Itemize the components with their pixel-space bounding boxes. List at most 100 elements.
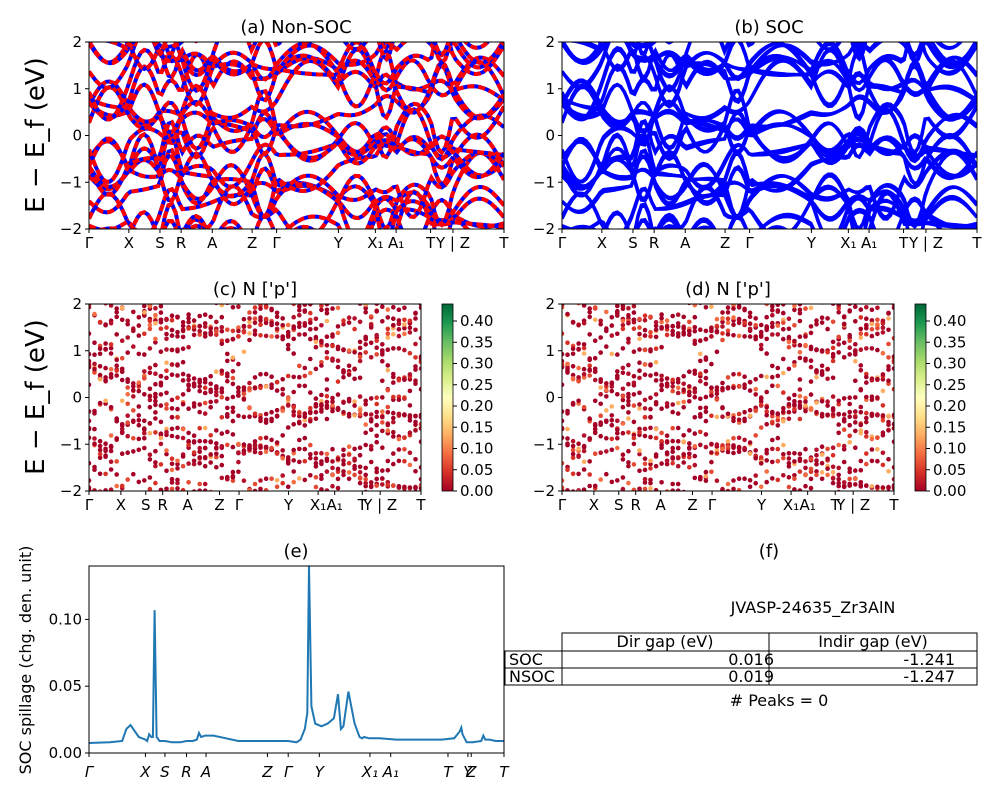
- projection-point: [131, 296, 136, 301]
- projection-point: [770, 410, 775, 416]
- projection-point: [576, 379, 581, 384]
- projection-point: [764, 336, 769, 342]
- projection-point: [407, 372, 413, 377]
- projection-point: [263, 316, 269, 322]
- projection-point: [413, 489, 418, 491]
- projection-point: [175, 395, 180, 401]
- projection-point: [308, 327, 313, 332]
- projection-point: [297, 528, 302, 533]
- projection-point: [158, 317, 164, 323]
- projection-point: [363, 334, 369, 340]
- projection-point: [748, 515, 753, 520]
- projection-point: [164, 390, 169, 396]
- projection-point: [92, 366, 97, 372]
- projection-point: [562, 478, 565, 483]
- projection-point: [670, 402, 675, 407]
- projection-point: [581, 366, 587, 372]
- projection-point: [164, 402, 169, 407]
- projection-point: [841, 322, 847, 327]
- projection-point: [297, 363, 302, 369]
- projection-point: [285, 484, 291, 490]
- projection-point: [214, 516, 219, 521]
- projection-point: [114, 259, 119, 264]
- projection-point: [869, 307, 875, 313]
- projection-point: [830, 412, 836, 417]
- projection-point: [748, 261, 753, 266]
- projection-point: [659, 377, 664, 383]
- projection-point: [87, 293, 92, 298]
- projection-point: [836, 305, 841, 311]
- projection-point: [609, 418, 615, 423]
- projection-point: [125, 298, 130, 303]
- projection-point: [565, 366, 570, 372]
- projection-point: [114, 314, 119, 320]
- projection-point: [725, 488, 731, 491]
- projection-point: [681, 374, 686, 379]
- projection-point: [781, 405, 786, 411]
- projection-point: [770, 304, 775, 309]
- panel-c-points: [87, 259, 421, 533]
- projection-point: [175, 362, 180, 367]
- projection-point: [764, 422, 769, 427]
- projection-point: [759, 268, 764, 273]
- projection-point: [747, 321, 753, 327]
- projection-point: [230, 369, 236, 374]
- kpath-tick-label: Γ: [745, 234, 754, 252]
- projection-point: [291, 405, 297, 410]
- ytick-label: −2: [533, 482, 555, 500]
- projection-point: [681, 399, 686, 405]
- projection-point: [247, 380, 252, 386]
- projection-point: [319, 264, 324, 269]
- projection-point: [408, 298, 413, 303]
- projection-point: [136, 422, 142, 428]
- projection-point: [247, 414, 252, 420]
- projection-point: [809, 525, 814, 530]
- projection-point: [814, 374, 819, 380]
- projection-point: [103, 454, 108, 460]
- projection-point: [341, 273, 346, 278]
- projection-point: [659, 387, 664, 393]
- projection-point: [186, 319, 191, 325]
- projection-point: [853, 395, 858, 400]
- projection-point: [236, 459, 241, 465]
- projection-point: [103, 446, 108, 452]
- projection-point: [620, 475, 626, 480]
- projection-point: [335, 485, 341, 491]
- projection-point: [208, 489, 213, 491]
- projection-point: [363, 465, 369, 471]
- projection-point: [391, 434, 396, 439]
- projection-point: [352, 366, 357, 372]
- projection-point: [186, 373, 191, 379]
- projection-point: [830, 476, 836, 481]
- projection-point: [565, 441, 570, 447]
- projection-point: [642, 415, 648, 420]
- projection-point: [687, 465, 692, 470]
- projection-point: [103, 347, 108, 352]
- projection-point: [562, 426, 565, 432]
- projection-point: [592, 366, 598, 372]
- projection-point: [164, 325, 169, 330]
- projection-point: [853, 296, 858, 301]
- projection-point: [880, 325, 886, 331]
- projection-point: [175, 425, 180, 431]
- projection-point: [214, 329, 219, 334]
- projection-point: [731, 436, 736, 441]
- projection-point: [347, 271, 352, 276]
- projection-point: [153, 402, 158, 408]
- projection-point: [836, 398, 841, 404]
- projection-point: [886, 489, 891, 491]
- projection-point: [775, 458, 781, 464]
- projection-point: [615, 392, 620, 397]
- projection-point: [609, 479, 615, 485]
- projection-point: [407, 413, 413, 418]
- projection-point: [391, 263, 396, 268]
- projection-point: [653, 327, 659, 333]
- projection-point: [687, 441, 692, 446]
- projection-point: [864, 304, 869, 310]
- projection-point: [692, 475, 698, 481]
- projection-point: [670, 323, 675, 329]
- projection-point: [676, 229, 681, 234]
- projection-point: [764, 324, 769, 329]
- projection-point: [136, 418, 142, 423]
- projection-point: [109, 498, 114, 503]
